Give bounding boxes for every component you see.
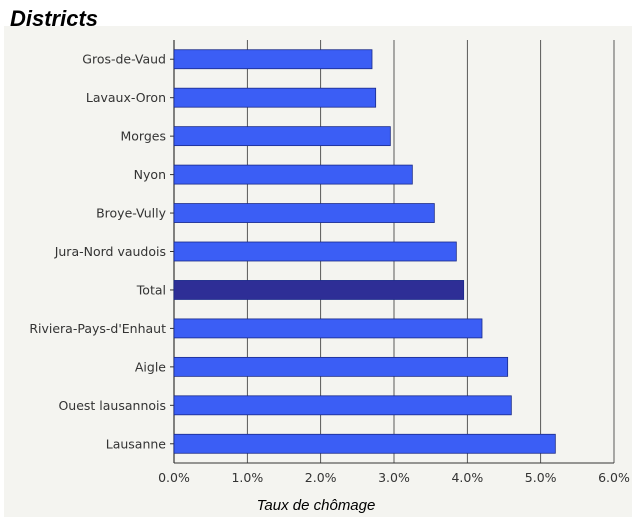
x-tick-label: 5.0%	[525, 470, 557, 485]
category-label: Nyon	[134, 167, 166, 182]
bar	[173, 318, 483, 339]
category-label: Morges	[121, 129, 167, 144]
category-label: Broye-Vully	[96, 206, 167, 221]
category-label: Jura-Nord vaudois	[54, 244, 166, 259]
bar	[173, 126, 391, 147]
category-label: Lausanne	[106, 436, 167, 451]
bar	[173, 164, 413, 185]
x-tick-label: 4.0%	[451, 470, 483, 485]
x-tick-label: 2.0%	[305, 470, 337, 485]
bar	[173, 395, 512, 416]
bar-total	[173, 280, 465, 300]
category-label: Gros-de-Vaud	[82, 52, 166, 67]
x-tick-labels: 0.0% 1.0% 2.0% 3.0% 4.0% 5.0% 6.0%	[158, 470, 630, 485]
x-tick-label: 0.0%	[158, 470, 190, 485]
category-labels: Gros-de-Vaud Lavaux-Oron Morges Nyon Broye-V…	[29, 52, 166, 452]
bar	[173, 49, 373, 70]
grid-lines	[170, 40, 615, 464]
bar	[173, 87, 377, 108]
bar	[173, 356, 509, 377]
bars	[173, 49, 556, 454]
category-label: Aigle	[135, 359, 166, 374]
bar	[173, 433, 556, 454]
x-tick-label: 3.0%	[378, 470, 410, 485]
x-axis-title: Taux de chômage	[257, 497, 376, 514]
chart-title: Districts	[10, 6, 99, 31]
bar	[173, 241, 457, 262]
category-label: Riviera-Pays-d'Enhaut	[29, 321, 166, 336]
x-tick-label: 1.0%	[231, 470, 263, 485]
category-label: Total	[136, 282, 166, 297]
x-tick-label: 6.0%	[598, 470, 630, 485]
category-label: Ouest lausannois	[58, 398, 166, 413]
bar	[173, 203, 435, 223]
category-label: Lavaux-Oron	[86, 90, 166, 105]
